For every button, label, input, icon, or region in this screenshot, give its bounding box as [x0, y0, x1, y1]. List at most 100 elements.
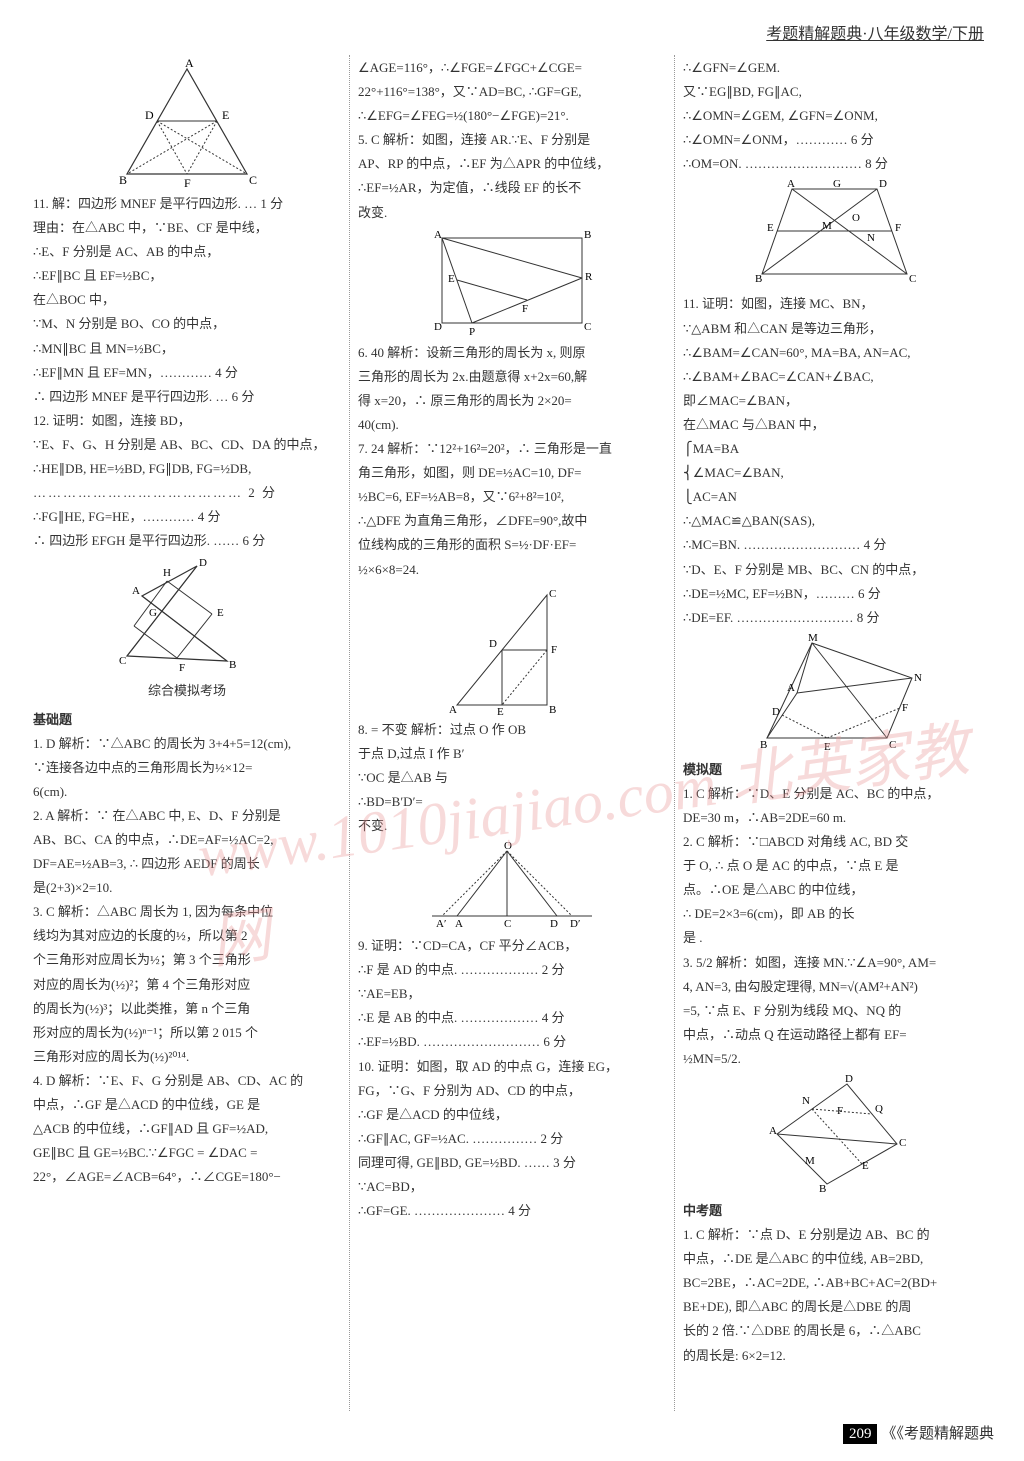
svg-text:F: F	[895, 222, 901, 234]
svg-text:M: M	[805, 1155, 815, 1167]
text-line: 线均为其对应边的长度的½，所以第 2	[33, 925, 341, 947]
text-line: ½×6×8=24.	[358, 559, 666, 581]
svg-text:D: D	[879, 179, 887, 190]
section-zhongkao: 中考题	[683, 1200, 991, 1222]
svg-text:O: O	[852, 212, 860, 224]
text-line: 11. 解：四边形 MNEF 是平行四边形. … 1 分	[33, 193, 341, 215]
svg-text:R: R	[585, 271, 593, 283]
figure-trapezoid-gmn: A G D E M O N F B C	[747, 179, 927, 289]
text-line: 22°，∠AGE=∠ACB=64°，∴∠CGE=180°−	[33, 1166, 341, 1188]
text-line: ∴∠BAM+∠BAC=∠CAN+∠BAC,	[683, 366, 991, 388]
text-line: 4, AN=3, 由勾股定理得, MN=√(AM²+AN²)	[683, 976, 991, 998]
text-line: 在△BOC 中，	[33, 289, 341, 311]
text-line: BC=2BE，∴AC=2DE, ∴AB+BC+AC=2(BD+	[683, 1272, 991, 1294]
footer-label: 《《考题精解题典	[881, 1426, 994, 1442]
page-header: 考题精解题典·八年级数学/下册	[766, 20, 984, 44]
text-line: 5. C 解析：如图，连接 AR.∵E、F 分别是	[358, 129, 666, 151]
text-line: 1. C 解析：∵点 D、E 分别是边 AB、BC 的	[683, 1224, 991, 1246]
text-line: 三角形对应的周长为(½)²⁰¹⁴.	[33, 1046, 341, 1068]
text-line: 中点，∴动点 Q 在运动路径上都有 EF=	[683, 1024, 991, 1046]
svg-text:N: N	[802, 1095, 810, 1107]
figure-triangle-abc-def: A D E B F C	[107, 59, 267, 189]
text-line: ∵AC=BD，	[358, 1176, 666, 1198]
svg-text:O: O	[504, 841, 512, 852]
text-line: 形对应的周长为(½)ⁿ⁻¹；所以第 2 015 个	[33, 1022, 341, 1044]
text-line: 于 O, ∴ 点 O 是 AC 的中点，∵点 E 是	[683, 855, 991, 877]
column-3: ∴∠GFN=∠GEM. 又∵EG∥BD, FG∥AC, ∴∠OMN=∠GEM, …	[675, 55, 999, 1411]
text-line: ∵D、E、F 分别是 MB、BC、CN 的中点，	[683, 559, 991, 581]
text-line: 11. 证明：如图，连接 MC、BN，	[683, 293, 991, 315]
svg-text:C: C	[584, 321, 591, 333]
text-line: 于点 D,过点 I 作 B′	[358, 743, 666, 765]
svg-text:F: F	[837, 1105, 843, 1117]
svg-text:D: D	[434, 321, 442, 333]
section-simulate: 模拟题	[683, 759, 991, 781]
text-line: 位线构成的三角形的面积 S=½·DF·EF=	[358, 534, 666, 556]
text-line: 3. 5/2 解析：如图，连接 MN.∵∠A=90°, AM=	[683, 952, 991, 974]
figure-hexagon-mbn: M N F C E B D A	[742, 633, 932, 753]
text-line: ∴ 四边形 MNEF 是平行四边形. … 6 分	[33, 386, 341, 408]
text-line: ∴GF 是△ACD 的中位线，	[358, 1104, 666, 1126]
text-line: ∴ DE=2×3=6(cm)，即 AB 的长	[683, 903, 991, 925]
content-columns: A D E B F C 11. 解：四边形 MNEF 是平行四边形. … 1 分…	[25, 55, 999, 1411]
text-line: ∴△DFE 为直角三角形，∠DFE=90°,故中	[358, 510, 666, 532]
text-line: AP、RP 的中点，∴EF 为△APR 的中位线，	[358, 153, 666, 175]
figure-quadrilateral-efgh: A D H G C F E B	[107, 556, 267, 676]
svg-text:B: B	[760, 739, 767, 751]
text-line: =5, ∵点 E、F 分别为线段 MQ、NQ 的	[683, 1000, 991, 1022]
text-line: 的周长为(½)³；以此类推，第 n 个三角	[33, 998, 341, 1020]
text-line: 1. D 解析：∵△ABC 的周长为 3+4+5=12(cm),	[33, 733, 341, 755]
text-line: ∴MN∥BC 且 MN=½BC，	[33, 338, 341, 360]
text-line: 8. = 不变 解析：过点 O 作 OB	[358, 719, 666, 741]
text-line: 个三角形对应周长为½；第 3 个三角形	[33, 949, 341, 971]
svg-text:A: A	[449, 704, 457, 715]
section-basic: 基础题	[33, 709, 341, 731]
text-line: 4. D 解析：∵E、F、G 分别是 AB、CD、AC 的	[33, 1070, 341, 1092]
svg-text:A: A	[132, 585, 140, 597]
text-line: 同理可得, GE∥BD, GE=½BD. …… 3 分	[358, 1152, 666, 1174]
text-line: ⎩AC=AN	[683, 486, 991, 508]
svg-text:A: A	[185, 59, 194, 70]
svg-text:E: E	[448, 273, 455, 285]
text-line: AB、BC、CA 的中点，∴DE=AF=½AC=2,	[33, 829, 341, 851]
text-line: ½MN=5/2.	[683, 1048, 991, 1070]
text-line: FG，∵G、F 分别为 AD、CD 的中点，	[358, 1080, 666, 1102]
text-line: ∴EF=½AR，为定值，∴线段 EF 的长不	[358, 177, 666, 199]
text-line: ⎨∠MAC=∠BAN,	[683, 462, 991, 484]
figure-rectangle-apr: A B R C D P E F	[422, 228, 602, 338]
text-line: 22°+116°=138°，又∵AD=BC, ∴GF=GE,	[358, 81, 666, 103]
text-line: 不变.	[358, 815, 666, 837]
text-line: ∴FG∥HE, FG=HE，………… 4 分	[33, 506, 341, 528]
text-line: ∴∠OMN=∠ONM，………… 6 分	[683, 129, 991, 151]
text-line: GE∥BC 且 GE=½BC.∵∠FGC = ∠DAC =	[33, 1142, 341, 1164]
page-number: 209	[843, 1424, 878, 1444]
text-line: 2. C 解析：∵□ABCD 对角线 AC, BD 交	[683, 831, 991, 853]
svg-text:D: D	[772, 706, 780, 718]
text-line: ⎧MA=BA	[683, 438, 991, 460]
text-line: 12. 证明：如图，连接 BD，	[33, 410, 341, 432]
text-line: DF=AE=½AB=3, ∴ 四边形 AEDF 的周长	[33, 853, 341, 875]
svg-text:B: B	[549, 704, 556, 715]
svg-text:C: C	[549, 588, 556, 600]
svg-text:D: D	[145, 108, 154, 122]
text-line: ∴F 是 AD 的中点. ……………… 2 分	[358, 959, 666, 981]
svg-text:G: G	[833, 179, 841, 190]
text-line: ∴∠EFG=∠FEG=½(180°−∠FGE)=21°.	[358, 105, 666, 127]
text-line: ∴ 四边形 EFGH 是平行四边形. …… 6 分	[33, 530, 341, 552]
svg-text:C: C	[909, 273, 916, 285]
page-footer: 209《《考题精解题典	[843, 1422, 994, 1443]
svg-text:B: B	[755, 273, 762, 285]
text-line: 10. 证明：如图，取 AD 的中点 G，连接 EG，	[358, 1056, 666, 1078]
text-line: ∴OM=ON. ……………………… 8 分	[683, 153, 991, 175]
text-line: ∵E、F、G、H 分别是 AB、BC、CD、DA 的中点，	[33, 434, 341, 456]
text-line: ∴HE∥DB, HE=½BD, FG∥DB, FG=½DB,	[33, 458, 341, 480]
svg-text:F: F	[179, 662, 185, 674]
text-line: ∴E 是 AB 的中点. ……………… 4 分	[358, 1007, 666, 1029]
text-line: ½BC=6, EF=½AB=8，又∵6²+8²=10²,	[358, 486, 666, 508]
text-line: ∵M、N 分别是 BO、CO 的中点，	[33, 313, 341, 335]
svg-text:F: F	[184, 176, 191, 189]
svg-text:A: A	[455, 918, 463, 930]
text-line: 9. 证明：∵CD=CA，CF 平分∠ACB，	[358, 935, 666, 957]
svg-text:D: D	[845, 1074, 853, 1085]
svg-text:Q: Q	[875, 1103, 883, 1115]
